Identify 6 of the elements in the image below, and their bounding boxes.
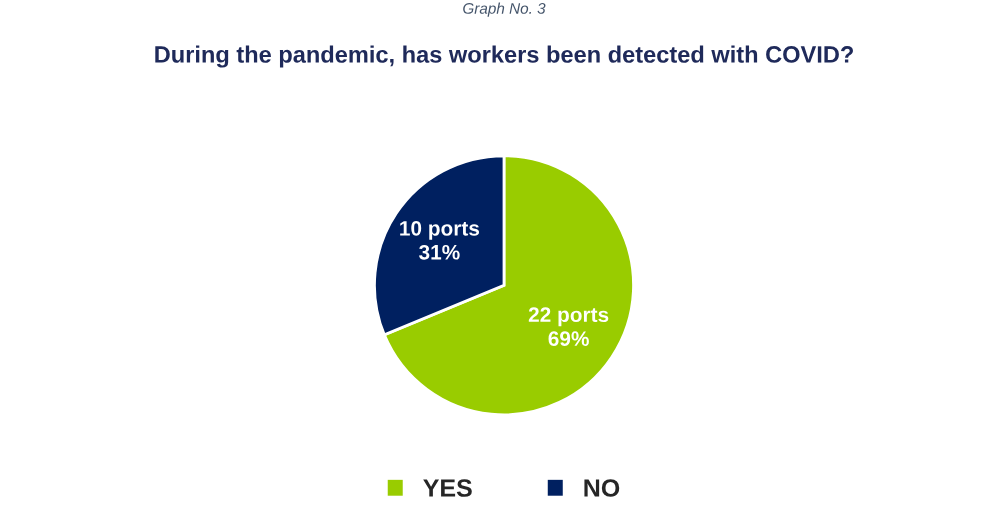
legend-label: YES <box>423 479 472 497</box>
chart-title: During the pandemic, has workers been detected with COVID? <box>155 45 853 68</box>
data-label: 22 ports 69% <box>528 307 609 347</box>
legend-label: NO <box>584 479 620 497</box>
data-label: 10 ports 31% <box>400 220 480 260</box>
text: Graph No. 3 <box>463 2 546 17</box>
